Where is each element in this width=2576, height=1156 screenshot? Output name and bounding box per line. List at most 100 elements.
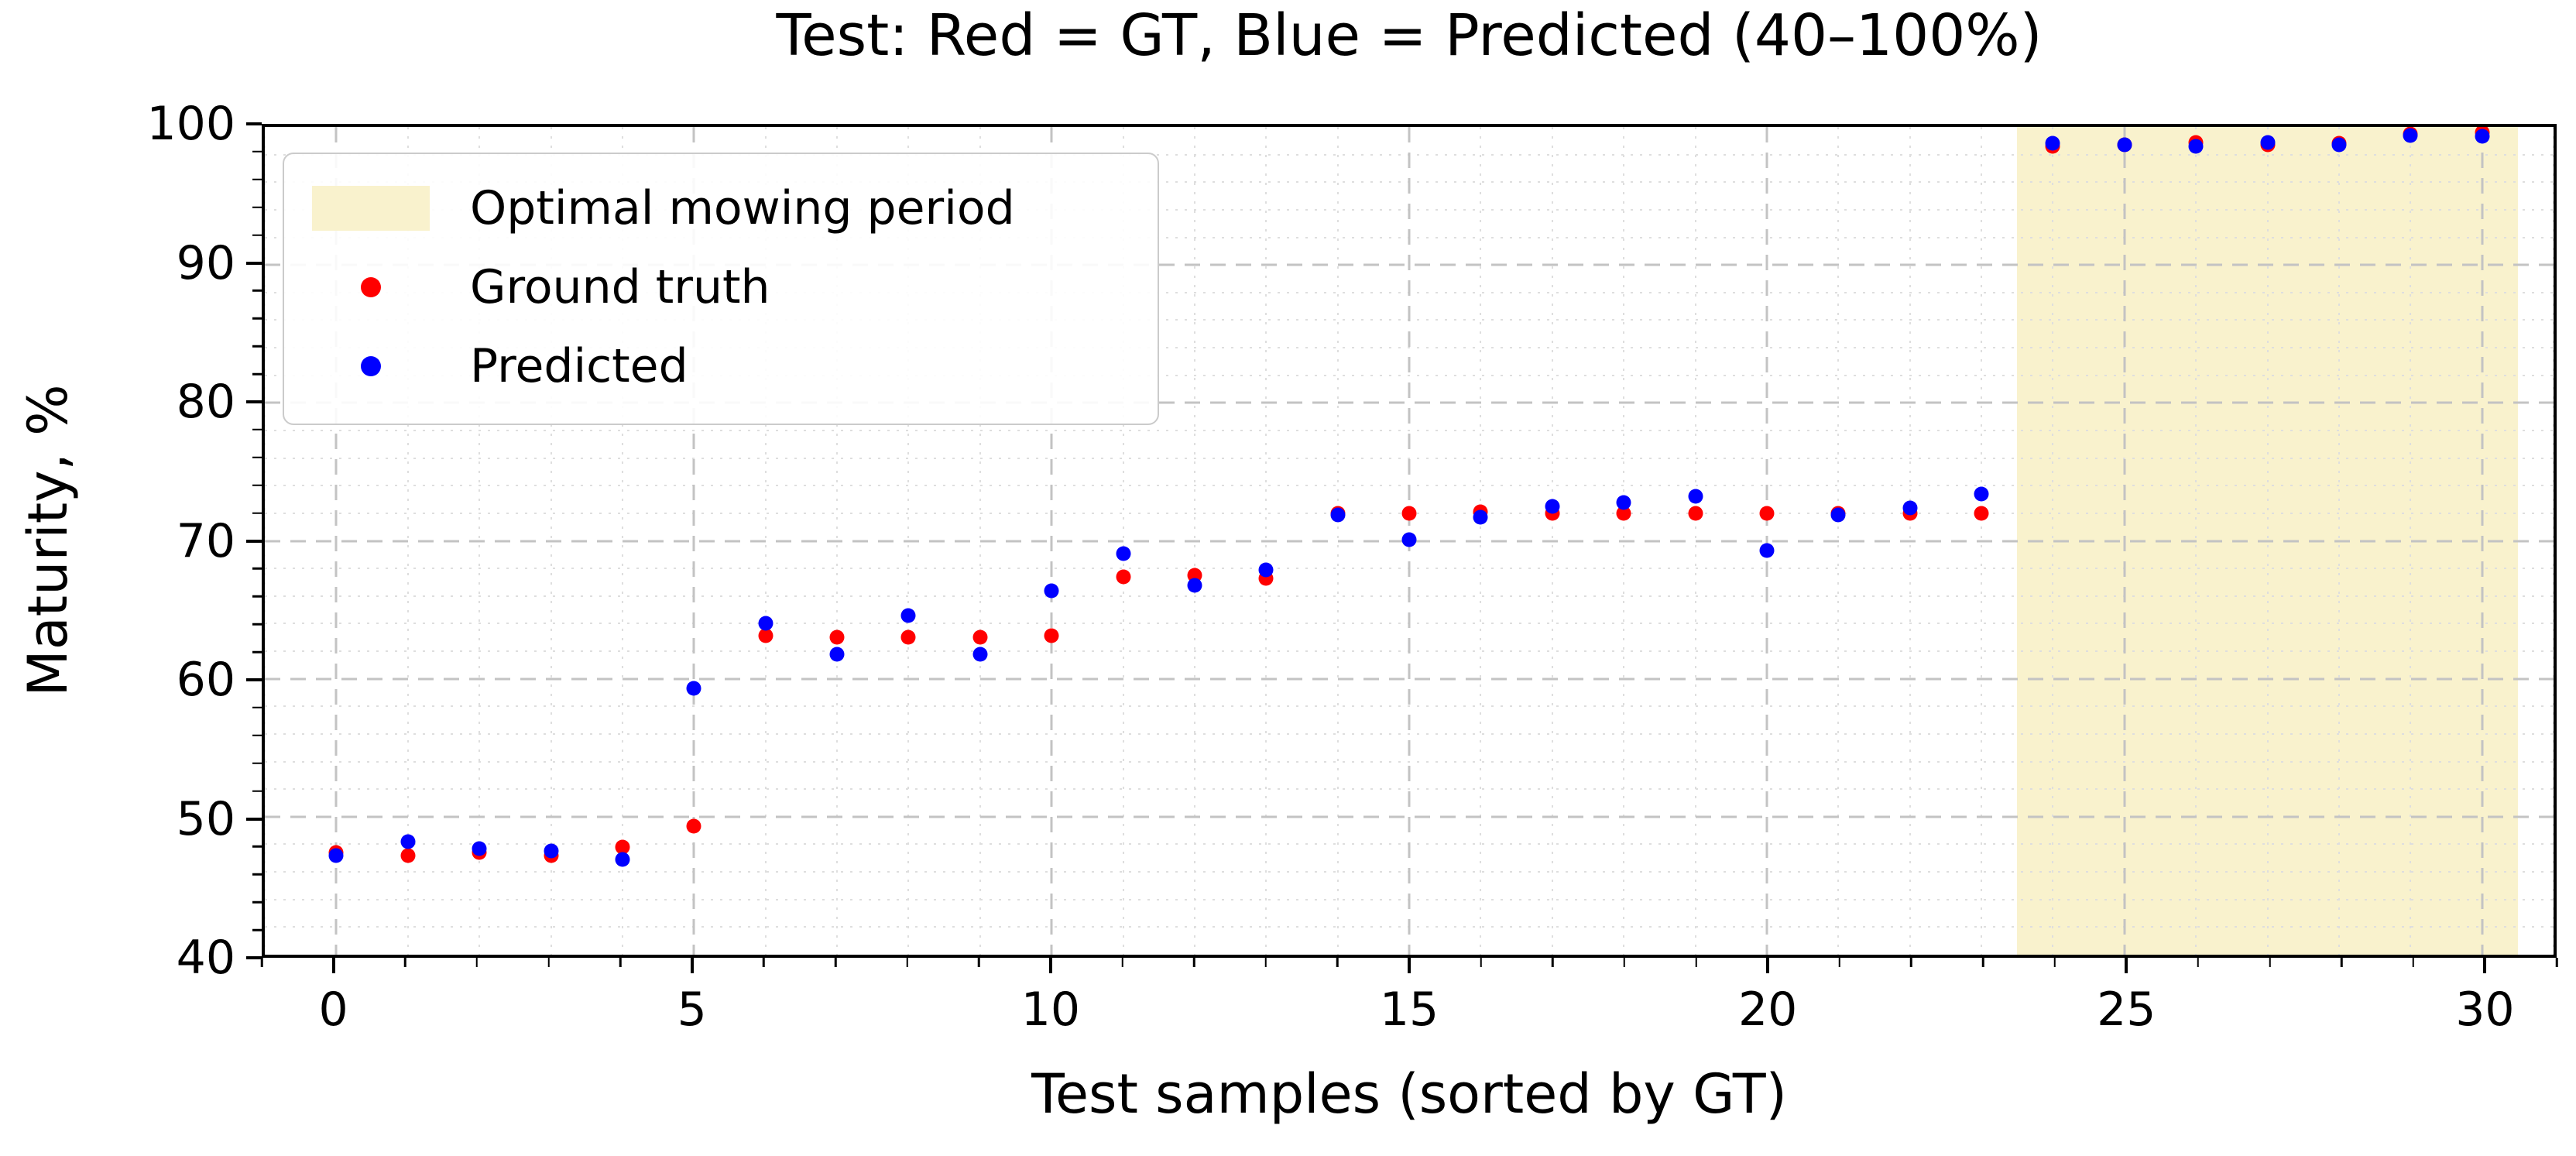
predicted-marker-icon xyxy=(361,356,381,376)
y-minor-tick xyxy=(252,206,262,208)
y-minor-tick xyxy=(252,428,262,431)
x-minor-tick xyxy=(906,958,908,967)
x-minor-tick xyxy=(1910,958,1912,967)
pred-point xyxy=(1330,507,1346,523)
pred-point xyxy=(1473,509,1488,525)
x-minor-tick xyxy=(2555,958,2558,967)
x-minor-tick xyxy=(2053,958,2056,967)
gt-point xyxy=(1116,569,1130,585)
y-minor-tick xyxy=(252,734,262,737)
y-minor-tick xyxy=(252,706,262,709)
x-major-tick xyxy=(1408,958,1411,973)
pred-point xyxy=(1830,507,1846,523)
gt-point xyxy=(686,818,701,834)
y-minor-tick xyxy=(252,846,262,848)
y-major-tick xyxy=(246,817,262,821)
pred-point xyxy=(2045,135,2060,151)
y-minor-tick xyxy=(252,290,262,292)
legend-item-label: Ground truth xyxy=(470,260,770,314)
pred-point xyxy=(972,647,988,662)
y-tick-label: 80 xyxy=(176,375,235,429)
gt-point xyxy=(400,848,416,863)
major-gridline-y xyxy=(265,401,2554,404)
ground-truth-marker-icon xyxy=(361,277,381,297)
x-tick-label: 15 xyxy=(1379,983,1439,1037)
x-minor-tick xyxy=(1336,958,1339,967)
y-tick-label: 90 xyxy=(176,235,235,290)
optimal-period-swatch-icon xyxy=(312,186,430,231)
gt-point xyxy=(615,839,630,855)
gt-point xyxy=(1759,506,1775,521)
x-minor-tick xyxy=(1264,958,1267,967)
gt-point xyxy=(758,628,773,643)
x-minor-tick xyxy=(2269,958,2271,967)
y-major-tick xyxy=(246,678,262,681)
y-minor-tick xyxy=(252,150,262,153)
y-minor-tick xyxy=(252,234,262,236)
x-minor-tick xyxy=(1838,958,1840,967)
x-minor-tick xyxy=(547,958,550,967)
y-minor-tick xyxy=(252,372,262,376)
x-minor-tick xyxy=(2197,958,2200,967)
x-minor-tick xyxy=(1192,958,1195,967)
pred-point xyxy=(1902,500,1918,516)
gt-point xyxy=(1974,506,1989,521)
y-minor-tick xyxy=(252,178,262,181)
x-minor-tick xyxy=(1695,958,1697,967)
pred-point xyxy=(400,834,416,849)
gt-point xyxy=(829,629,845,645)
pred-point xyxy=(2260,135,2275,150)
y-minor-tick xyxy=(252,790,262,792)
legend-swatch-box xyxy=(312,186,430,231)
y-major-tick xyxy=(246,956,262,959)
y-major-tick xyxy=(246,400,262,403)
y-major-tick xyxy=(246,539,262,543)
y-minor-tick xyxy=(252,900,262,904)
x-minor-tick xyxy=(2340,958,2343,967)
pred-point xyxy=(1401,532,1417,547)
y-minor-tick xyxy=(252,345,262,348)
x-major-tick xyxy=(1048,958,1052,973)
gt-point xyxy=(1688,506,1703,521)
x-minor-tick xyxy=(978,958,980,967)
gt-point xyxy=(972,629,988,645)
y-tick-label: 40 xyxy=(176,931,235,985)
legend-swatch-box xyxy=(312,277,430,297)
x-minor-tick xyxy=(1552,958,1554,967)
pred-point xyxy=(2188,139,2204,154)
x-major-tick xyxy=(1766,958,1770,973)
y-major-tick xyxy=(246,261,262,265)
x-minor-tick xyxy=(1981,958,1984,967)
pred-point xyxy=(758,616,773,631)
y-minor-tick xyxy=(252,762,262,764)
y-minor-tick xyxy=(252,317,262,320)
pred-point xyxy=(2331,137,2347,153)
y-minor-tick xyxy=(252,484,262,486)
pred-point xyxy=(1616,495,1631,510)
x-tick-label: 20 xyxy=(1737,983,1798,1037)
y-minor-tick xyxy=(252,595,262,598)
y-minor-tick xyxy=(252,928,262,931)
pred-point xyxy=(472,841,487,856)
x-tick-label: 30 xyxy=(2455,983,2515,1037)
y-minor-tick xyxy=(252,623,262,626)
major-gridline-y xyxy=(265,815,2554,818)
y-minor-tick xyxy=(252,512,262,514)
y-tick-label: 70 xyxy=(176,513,235,568)
x-tick-label: 10 xyxy=(1020,983,1081,1037)
y-minor-tick xyxy=(252,873,262,876)
y-tick-label: 60 xyxy=(176,653,235,707)
plot-clip-region xyxy=(265,127,2554,955)
pred-point xyxy=(615,852,630,867)
x-major-tick xyxy=(2483,958,2487,973)
y-major-tick xyxy=(246,122,262,125)
pred-point xyxy=(328,848,344,863)
gt-point xyxy=(900,629,916,645)
gt-point xyxy=(1044,628,1059,643)
legend-item-ground-truth: Ground truth xyxy=(312,253,1134,321)
legend-item-predicted: Predicted xyxy=(312,332,1134,400)
pred-point xyxy=(1044,583,1059,599)
y-axis-label: Maturity, % xyxy=(16,384,80,697)
pred-point xyxy=(1974,486,1989,502)
